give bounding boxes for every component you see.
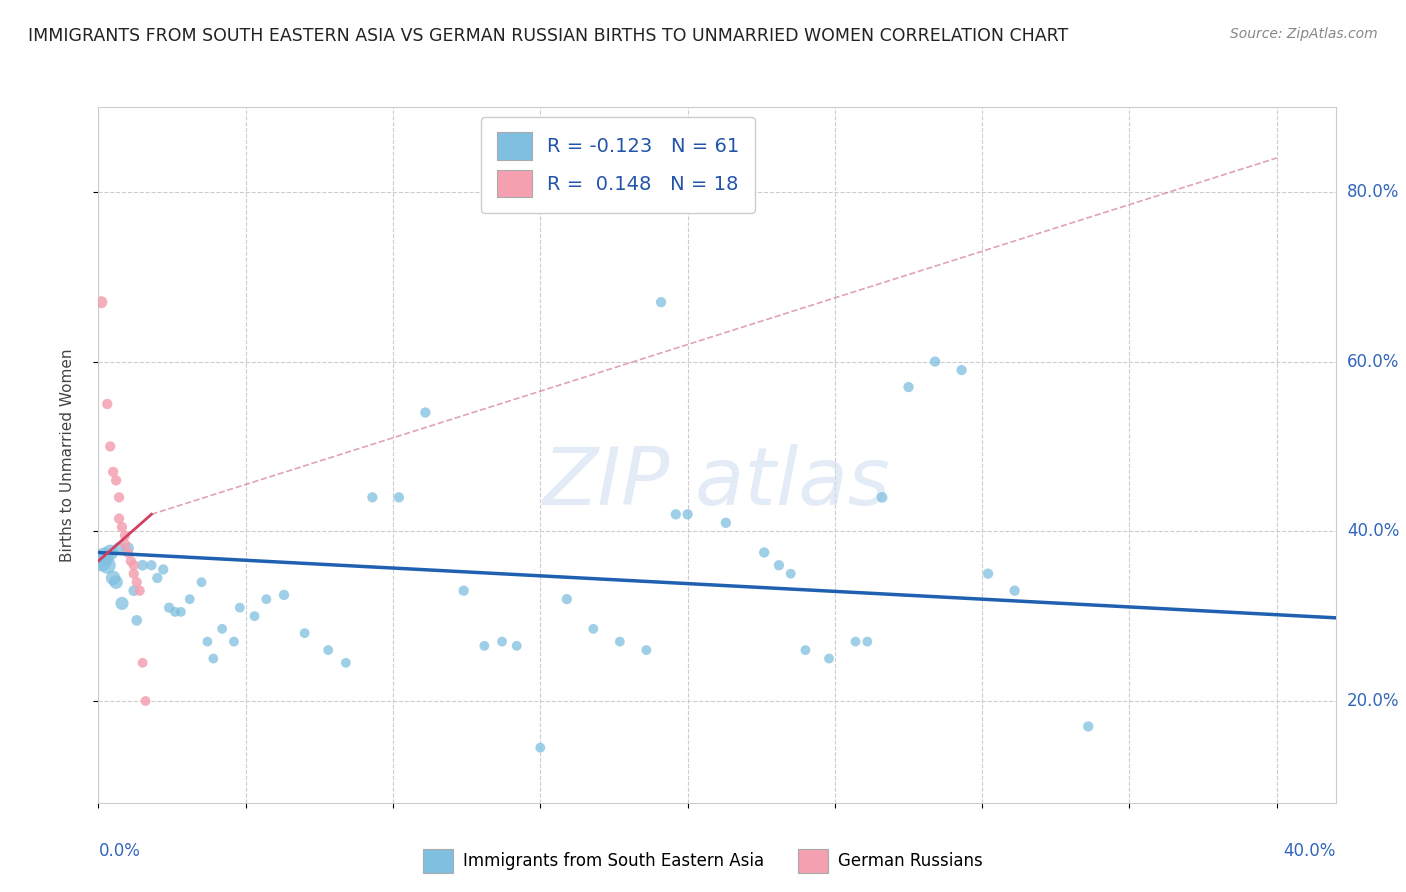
Point	[122, 558, 145, 573]
Point	[179, 592, 201, 607]
Point	[335, 656, 357, 670]
Point	[950, 363, 973, 377]
Point	[453, 583, 475, 598]
Point	[197, 634, 219, 648]
Point	[114, 528, 136, 542]
Text: 0.0%: 0.0%	[98, 842, 141, 860]
Point	[582, 622, 605, 636]
Point	[117, 545, 139, 559]
Point	[870, 491, 893, 505]
Point	[108, 491, 131, 505]
Point	[316, 643, 339, 657]
Point	[190, 575, 212, 590]
Point	[90, 554, 112, 568]
Point	[105, 474, 128, 488]
Point	[114, 537, 136, 551]
Text: Source: ZipAtlas.com: Source: ZipAtlas.com	[1230, 27, 1378, 41]
Point	[125, 575, 148, 590]
Point	[506, 639, 529, 653]
Point	[101, 465, 124, 479]
Point	[388, 491, 411, 505]
Point	[141, 558, 163, 573]
Point	[714, 516, 737, 530]
Text: ZIP atlas: ZIP atlas	[543, 443, 891, 522]
Point	[122, 566, 145, 581]
Point	[897, 380, 920, 394]
Point	[294, 626, 316, 640]
Point	[254, 592, 277, 607]
Point	[96, 558, 118, 573]
Point	[529, 740, 551, 755]
Legend: Immigrants from South Eastern Asia, German Russians: Immigrants from South Eastern Asia, Germ…	[416, 842, 990, 880]
Point	[794, 643, 817, 657]
Y-axis label: Births to Unmarried Women: Births to Unmarried Women	[60, 348, 75, 562]
Point	[229, 600, 252, 615]
Point	[120, 554, 142, 568]
Point	[211, 622, 233, 636]
Point	[117, 541, 139, 556]
Point	[754, 545, 776, 559]
Point	[665, 508, 688, 522]
Point	[128, 583, 150, 598]
Point	[676, 508, 699, 522]
Point	[135, 694, 157, 708]
Point	[93, 549, 115, 564]
Point	[1004, 583, 1026, 598]
Point	[170, 605, 193, 619]
Point	[98, 439, 121, 453]
Point	[243, 609, 266, 624]
Text: 20.0%: 20.0%	[1347, 692, 1399, 710]
Point	[146, 571, 169, 585]
Point	[101, 571, 124, 585]
Point	[131, 656, 153, 670]
Point	[111, 520, 134, 534]
Point	[818, 651, 841, 665]
Legend: R = -0.123   N = 61, R =  0.148   N = 18: R = -0.123 N = 61, R = 0.148 N = 18	[481, 117, 755, 212]
Point	[105, 575, 128, 590]
Text: 80.0%: 80.0%	[1347, 183, 1399, 201]
Point	[1077, 719, 1099, 733]
Point	[415, 405, 437, 419]
Text: 60.0%: 60.0%	[1347, 352, 1399, 370]
Point	[273, 588, 295, 602]
Point	[90, 295, 112, 310]
Point	[111, 596, 134, 610]
Point	[361, 491, 384, 505]
Point	[491, 634, 513, 648]
Point	[977, 566, 1000, 581]
Point	[122, 583, 145, 598]
Point	[924, 354, 946, 368]
Point	[96, 397, 118, 411]
Point	[650, 295, 672, 310]
Point	[636, 643, 658, 657]
Point	[98, 545, 121, 559]
Point	[152, 562, 174, 576]
Point	[609, 634, 631, 648]
Point	[125, 613, 148, 627]
Point	[131, 558, 153, 573]
Point	[108, 511, 131, 525]
Point	[108, 541, 131, 556]
Point	[202, 651, 225, 665]
Point	[163, 605, 186, 619]
Point	[844, 634, 866, 648]
Point	[222, 634, 245, 648]
Text: 40.0%: 40.0%	[1284, 842, 1336, 860]
Point	[779, 566, 801, 581]
Point	[472, 639, 495, 653]
Point	[768, 558, 790, 573]
Point	[555, 592, 578, 607]
Point	[157, 600, 180, 615]
Point	[856, 634, 879, 648]
Text: 40.0%: 40.0%	[1347, 523, 1399, 541]
Text: IMMIGRANTS FROM SOUTH EASTERN ASIA VS GERMAN RUSSIAN BIRTHS TO UNMARRIED WOMEN C: IMMIGRANTS FROM SOUTH EASTERN ASIA VS GE…	[28, 27, 1069, 45]
